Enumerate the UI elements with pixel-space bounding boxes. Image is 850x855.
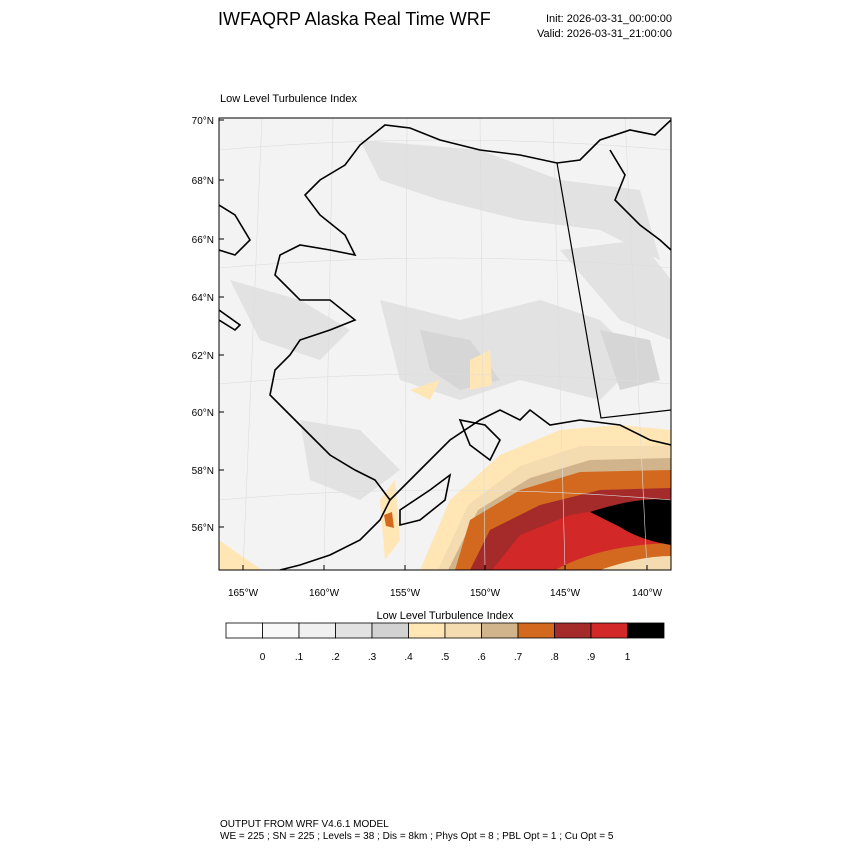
colorbar-label: .2	[331, 652, 340, 663]
lon-label: 165°W	[228, 588, 259, 599]
colorbar-box	[627, 622, 665, 639]
lat-label: 68°N	[192, 176, 214, 187]
colorbar-box	[517, 622, 555, 639]
lat-label: 56°N	[192, 523, 214, 534]
colorbar-label: .4	[404, 652, 413, 663]
colorbar-box	[481, 622, 519, 639]
lat-label: 64°N	[192, 293, 214, 304]
colorbar-box	[444, 622, 482, 639]
colorbar-label: .8	[550, 652, 559, 663]
colorbar-title: Low Level Turbulence Index	[377, 610, 514, 622]
colorbar: 0 .1 .2 .3 .4 .5 .6 .7 .8 .9 1	[225, 622, 665, 663]
graticule	[219, 118, 671, 570]
colorbar-box	[408, 622, 446, 639]
map: 70°N 68°N 66°N 64°N 62°N 60°N 58°N 56°N 165°W 16…	[192, 116, 672, 599]
footer-line: OUTPUT FROM WRF V4.6.1 MODEL	[220, 819, 389, 830]
colorbar-label: .1	[295, 652, 304, 663]
colorbar-box	[590, 622, 628, 639]
turbulence-field	[219, 350, 671, 570]
coastline	[219, 119, 671, 570]
colorbar-box	[371, 622, 409, 639]
init-time: Init: 2026-03-31_00:00:00	[546, 13, 672, 25]
lon-label: 145°W	[550, 588, 581, 599]
border	[556, 162, 671, 419]
footer-line: WE = 225 ; SN = 225 ; Levels = 38 ; Dis …	[220, 831, 614, 842]
colorbar-box	[335, 622, 373, 639]
plot-title: Low Level Turbulence Index	[220, 93, 357, 105]
lon-label: 150°W	[470, 588, 501, 599]
colorbar-label: .7	[514, 652, 523, 663]
colorbar-label: .5	[441, 652, 450, 663]
colorbar-label: .6	[477, 652, 486, 663]
lat-label: 66°N	[192, 235, 214, 246]
lat-label: 62°N	[192, 351, 214, 362]
lon-label: 160°W	[309, 588, 340, 599]
lat-label: 60°N	[192, 408, 214, 419]
lon-label: 155°W	[390, 588, 421, 599]
main-title: IWFAQRP Alaska Real Time WRF	[218, 9, 491, 29]
lat-label: 70°N	[192, 116, 214, 127]
colorbar-label: .9	[587, 652, 596, 663]
colorbar-box	[554, 622, 592, 639]
colorbar-label: 0	[260, 652, 266, 663]
valid-time: Valid: 2026-03-31_21:00:00	[537, 28, 672, 40]
lon-label: 140°W	[632, 588, 663, 599]
colorbar-label: 1	[625, 652, 631, 663]
colorbar-label: .3	[368, 652, 377, 663]
colorbar-box	[262, 622, 300, 639]
colorbar-box	[225, 622, 263, 639]
lat-label: 58°N	[192, 466, 214, 477]
colorbar-box	[298, 622, 336, 639]
map-frame	[218, 117, 672, 571]
